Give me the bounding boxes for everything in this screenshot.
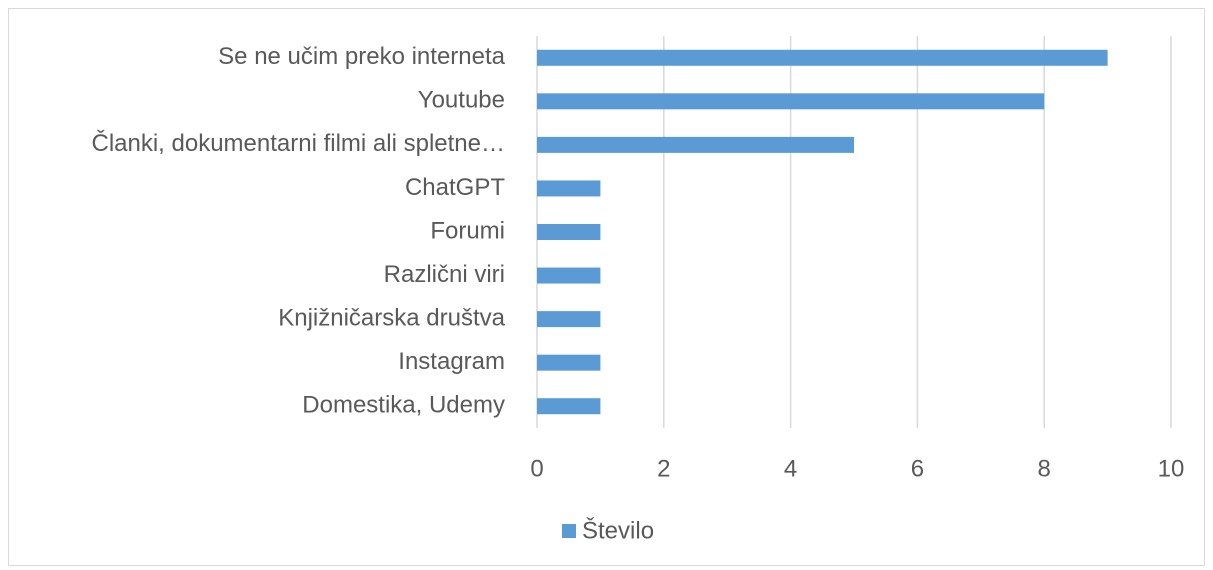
bar	[537, 136, 854, 153]
bar	[537, 224, 601, 240]
y-tick-label: Instagram	[398, 348, 505, 375]
bar	[537, 311, 601, 328]
bar	[537, 49, 1108, 66]
y-tick-label: Se ne učim preko interneta	[218, 43, 505, 70]
bar	[537, 267, 601, 284]
x-tick-label: 2	[657, 455, 670, 482]
y-tick-label: Knjižničarska društva	[278, 304, 505, 331]
y-tick-label: ChatGPT	[405, 174, 505, 201]
y-tick-label: Članki, dokumentarni filmi ali spletne…	[91, 129, 505, 157]
x-tick-label: 10	[1158, 455, 1185, 482]
y-tick-label: Forumi	[430, 217, 505, 244]
legend-label: Število	[582, 516, 654, 544]
y-tick-label: Domestika, Udemy	[302, 392, 505, 419]
bar	[537, 180, 601, 197]
bar	[537, 354, 601, 371]
y-tick-label: Različni viri	[384, 261, 505, 288]
x-tick-label: 4	[784, 455, 797, 482]
bar	[537, 93, 1045, 110]
x-tick-label: 6	[911, 455, 924, 482]
bar	[537, 398, 601, 415]
x-tick-label: 0	[530, 455, 543, 482]
y-tick-label: Youtube	[418, 87, 505, 114]
chart-frame	[8, 8, 1205, 566]
legend-swatch	[562, 524, 576, 538]
x-tick-label: 8	[1038, 455, 1051, 482]
